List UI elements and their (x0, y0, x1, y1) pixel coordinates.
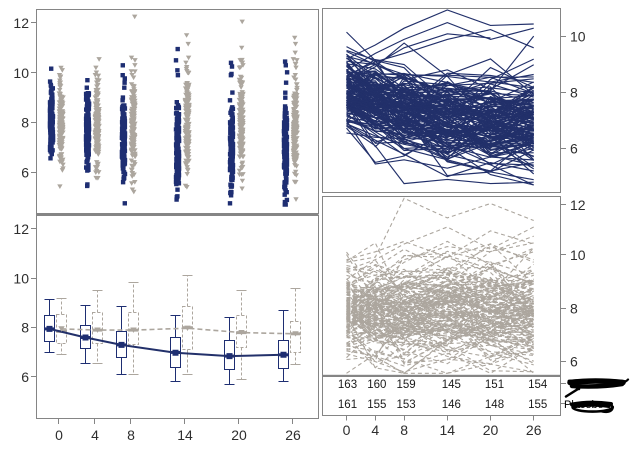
svg-text:6: 6 (570, 354, 578, 370)
svg-text:155: 155 (367, 399, 386, 411)
svg-text:8: 8 (570, 85, 578, 101)
svg-text:159: 159 (397, 379, 416, 391)
svg-text:10: 10 (13, 65, 29, 81)
svg-text:151: 151 (485, 379, 504, 391)
svg-text:155: 155 (528, 399, 547, 411)
svg-text:4: 4 (91, 427, 99, 443)
svg-text:161: 161 (338, 399, 357, 411)
svg-text:26: 26 (285, 427, 301, 443)
svg-text:146: 146 (442, 399, 461, 411)
svg-text:6: 6 (570, 141, 578, 157)
svg-text:8: 8 (21, 115, 29, 131)
svg-text:10: 10 (570, 29, 586, 45)
svg-text:8: 8 (21, 320, 29, 336)
svg-text:6: 6 (21, 165, 29, 181)
svg-text:12: 12 (13, 221, 29, 237)
svg-text:8: 8 (400, 422, 408, 438)
svg-text:26: 26 (526, 422, 542, 438)
svg-text:8: 8 (570, 300, 578, 316)
svg-text:10: 10 (13, 270, 29, 286)
svg-text:0: 0 (55, 427, 63, 443)
svg-text:154: 154 (528, 379, 548, 391)
svg-text:12: 12 (570, 197, 586, 213)
svg-text:145: 145 (442, 379, 461, 391)
svg-text:0: 0 (343, 422, 351, 438)
svg-text:160: 160 (367, 379, 386, 391)
svg-text:4: 4 (371, 422, 379, 438)
svg-text:10: 10 (570, 247, 586, 263)
svg-text:20: 20 (231, 427, 247, 443)
svg-text:148: 148 (485, 399, 504, 411)
svg-text:14: 14 (440, 422, 456, 438)
svg-text:153: 153 (397, 399, 416, 411)
svg-text:20: 20 (483, 422, 499, 438)
svg-text:6: 6 (21, 369, 29, 385)
svg-text:14: 14 (177, 427, 193, 443)
svg-text:8: 8 (127, 427, 135, 443)
svg-text:12: 12 (13, 15, 29, 31)
svg-text:163: 163 (338, 379, 357, 391)
